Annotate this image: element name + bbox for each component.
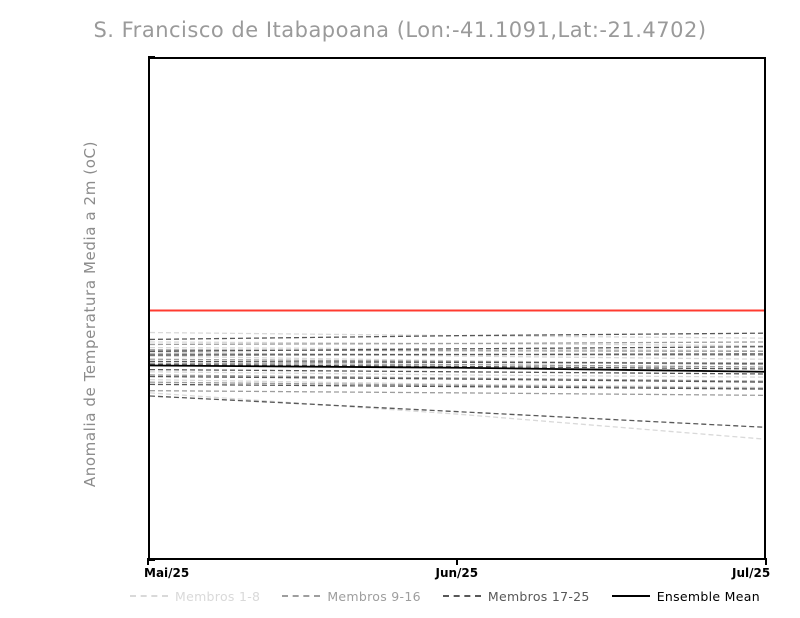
x-axis-tick-label: Jun/25 — [435, 566, 479, 580]
legend-line-swatch — [611, 595, 650, 597]
chart-legend: Membros 1-8 Membros 9-16 Membros 17-25 Ense… — [130, 586, 780, 606]
member-line — [150, 379, 764, 389]
y-axis-tick-mark — [148, 559, 155, 561]
member-line — [150, 341, 764, 347]
x-axis-tick-label: Mai/25 — [144, 566, 190, 580]
x-axis-tick-mark — [765, 558, 767, 565]
legend-label: Membros 9-16 — [327, 588, 421, 604]
member-line — [150, 375, 764, 383]
legend-label: Ensemble Mean — [656, 588, 760, 604]
member-line — [150, 341, 764, 346]
y-axis-title: Anomalia de Temperatura Media a 2m (oC) — [81, 140, 99, 488]
member-line — [150, 395, 764, 428]
member-line — [150, 351, 764, 360]
member-line — [150, 331, 764, 339]
member-line — [150, 383, 764, 390]
member-line — [150, 346, 764, 353]
member-line — [150, 381, 764, 390]
member-line — [150, 353, 764, 356]
member-line — [150, 332, 764, 341]
legend-line-swatch — [442, 595, 481, 597]
series-lines-svg — [150, 309, 764, 440]
x-axis-tick-label: Jul/25 — [732, 566, 771, 580]
member-line — [150, 390, 764, 396]
legend-item: Membros 17-25 — [442, 588, 590, 604]
legend-label: Membros 1-8 — [175, 588, 261, 604]
member-line — [150, 371, 764, 378]
member-line — [150, 349, 764, 353]
legend-label: Membros 17-25 — [487, 588, 590, 604]
member-line — [150, 362, 764, 368]
legend-item: Membros 9-16 — [282, 589, 421, 604]
member-line — [150, 363, 764, 370]
member-line — [150, 346, 764, 352]
member-line — [150, 360, 764, 364]
x-axis-tick-mark — [147, 558, 149, 565]
member-line — [150, 353, 764, 356]
legend-line-swatch — [130, 595, 168, 597]
chart-title: S. Francisco de Itabapoana (Lon:-41.1091… — [93, 18, 707, 42]
ensemble-mean-line — [150, 364, 764, 373]
plot-area — [148, 57, 766, 560]
member-line — [150, 368, 764, 375]
legend-line-swatch — [282, 595, 321, 597]
member-line — [150, 392, 764, 440]
legend-item: Membros 1-8 — [130, 589, 260, 604]
member-line — [150, 374, 764, 382]
legend-item: Ensemble Mean — [611, 588, 760, 604]
x-axis-tick-mark — [456, 558, 458, 565]
